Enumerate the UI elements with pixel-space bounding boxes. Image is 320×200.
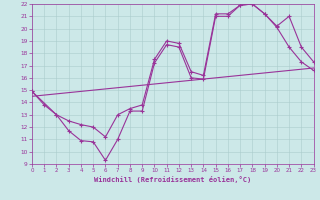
X-axis label: Windchill (Refroidissement éolien,°C): Windchill (Refroidissement éolien,°C) (94, 176, 252, 183)
